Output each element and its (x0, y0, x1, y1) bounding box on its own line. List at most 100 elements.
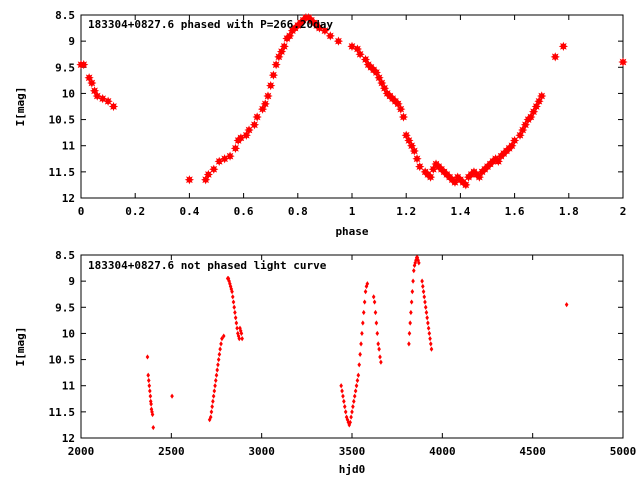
data-point (350, 409, 354, 415)
data-point (147, 383, 152, 389)
data-point (353, 388, 358, 394)
data-point (363, 289, 368, 295)
data-point (358, 351, 362, 357)
data-point (230, 294, 235, 300)
data-point (398, 112, 409, 122)
data-point (355, 49, 365, 59)
y-tick-label: 11 (62, 140, 76, 153)
data-point (356, 372, 361, 378)
data-point (146, 377, 151, 384)
data-point (349, 414, 353, 420)
x-tick-label: 1.8 (559, 205, 579, 218)
data-point (518, 125, 528, 135)
data-point (276, 46, 287, 57)
data-point (413, 260, 418, 266)
bottom-light-curve-plot: 2000 2500 3000 3500 4000 4500 5000 8.5 9 9.5 10 10.… (14, 249, 636, 476)
data-point (537, 91, 547, 101)
y-tick-label: 8.5 (55, 249, 75, 262)
data-point (325, 31, 335, 41)
data-point (239, 330, 244, 337)
data-point (340, 388, 344, 394)
data-point (354, 383, 359, 389)
data-point (428, 336, 432, 342)
data-point (145, 354, 150, 360)
y-tick-label: 10 (62, 87, 75, 100)
data-point (150, 409, 154, 415)
data-point (361, 309, 366, 316)
data-point (285, 31, 295, 41)
data-point (339, 383, 343, 389)
data-point (212, 388, 217, 394)
y-tick-label: 10.5 (49, 354, 76, 367)
data-point (148, 393, 153, 399)
data-point (378, 354, 382, 360)
data-point (342, 398, 346, 404)
data-point (266, 80, 276, 91)
x-axis-title: hjd0 (339, 463, 366, 476)
data-point (79, 60, 89, 70)
data-point (375, 330, 380, 337)
data-point (520, 120, 531, 130)
data-point (526, 112, 536, 122)
x-tick-label: 5000 (610, 445, 637, 458)
data-point (342, 404, 347, 410)
data-point (355, 377, 360, 384)
data-point (320, 26, 330, 36)
data-point (236, 333, 241, 339)
data-point (411, 268, 416, 274)
data-point (359, 341, 363, 347)
data-point (415, 255, 420, 261)
data-point (407, 141, 417, 151)
y-tick-label: 11.5 (49, 166, 76, 179)
data-point (412, 262, 417, 269)
y-tick-label: 12 (62, 432, 75, 445)
data-point (201, 175, 211, 185)
data-point (244, 125, 254, 135)
data-point (344, 414, 349, 420)
data-point (409, 146, 419, 156)
data-point (564, 302, 569, 308)
data-point (108, 101, 119, 112)
data-point (396, 104, 406, 114)
data-point (234, 320, 239, 326)
x-tick-label: 4000 (429, 445, 456, 458)
data-point (214, 156, 224, 167)
data-point (215, 367, 220, 373)
data-point (371, 294, 376, 300)
y-tick-label: 9 (68, 35, 75, 48)
data-point (474, 172, 484, 182)
data-point (376, 341, 380, 347)
data-point (249, 120, 260, 130)
data-point (225, 151, 235, 161)
data-point (230, 143, 241, 153)
data-point (425, 315, 429, 321)
y-tick-label: 8.5 (55, 9, 75, 22)
data-point (412, 154, 422, 164)
data-point (408, 320, 412, 326)
data-point (314, 23, 325, 33)
data-points (76, 12, 628, 190)
data-point (425, 172, 436, 182)
data-point (348, 419, 352, 425)
x-tick-label: 0.6 (234, 205, 254, 218)
x-tick-label: 1.6 (505, 205, 525, 218)
data-point (170, 393, 174, 399)
data-point (228, 283, 233, 289)
x-tick-label: 0.2 (125, 205, 145, 218)
data-point (352, 393, 357, 399)
y-axis-title: I[mag] (14, 87, 27, 127)
data-point (618, 57, 628, 67)
y-tick-label: 9.5 (55, 61, 75, 74)
data-point (237, 336, 242, 342)
data-point (493, 156, 503, 167)
x-tick-label: 1.4 (450, 205, 470, 218)
data-point (427, 330, 432, 337)
data-point (401, 130, 411, 140)
data-point (420, 278, 424, 284)
data-point (417, 260, 421, 266)
data-point (365, 281, 370, 287)
data-point (211, 398, 215, 404)
data-point (238, 328, 243, 334)
x-tick-label: 2 (620, 205, 627, 218)
data-points (145, 255, 569, 431)
